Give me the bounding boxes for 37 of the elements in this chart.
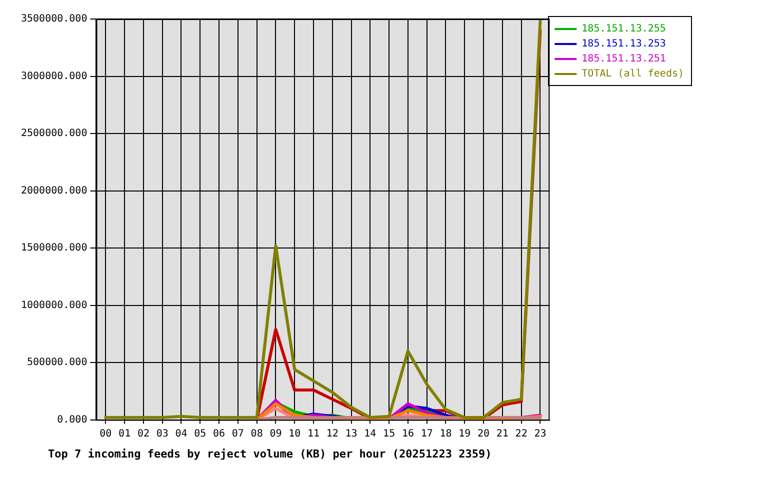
x-tick-label: 00: [100, 428, 112, 440]
x-tick-label: 20: [478, 428, 490, 440]
y-tick-label: 2000000.000: [20, 185, 88, 196]
y-tick-label: 1500000.000: [20, 242, 88, 254]
x-tick-label: 17: [420, 428, 433, 440]
x-tick-label: 22: [515, 428, 528, 440]
x-tick-label: 13: [345, 428, 358, 440]
x-tick-label: 08: [250, 428, 263, 440]
x-tick-label: 15: [383, 428, 396, 440]
y-tick-label: 3000000.000: [20, 70, 88, 82]
legend-label: TOTAL (all feeds): [582, 68, 684, 80]
y-tick-label: 3500000.000: [20, 14, 88, 25]
x-tick-label: 19: [458, 428, 471, 440]
x-tick-label: 12: [326, 428, 338, 440]
x-tick-label: 01: [118, 428, 131, 440]
legend-label: 185.151.13.255: [582, 24, 666, 35]
x-tick-label: 11: [307, 428, 320, 440]
y-tick-label: 500000.000: [27, 357, 88, 368]
x-tick-label: 07: [232, 428, 244, 440]
legend-label: 185.151.13.251: [582, 54, 666, 65]
x-tick-label: 03: [156, 428, 168, 440]
x-tick-label: 21: [496, 428, 508, 440]
x-tick-label: 05: [194, 428, 206, 440]
y-tick-label: 1000000.000: [20, 300, 88, 311]
x-tick-label: 23: [534, 428, 546, 440]
text: Top 7 incoming feeds by reject volume (KB) per hour (20251223 2359): [48, 447, 492, 460]
y-tick-label: 0.000: [57, 414, 88, 426]
x-tick-label: 16: [402, 428, 414, 440]
x-tick-label: 06: [213, 428, 226, 440]
x-tick-label: 14: [364, 428, 376, 440]
x-tick-label: 04: [175, 428, 188, 440]
x-tick-label: 10: [288, 428, 301, 440]
x-tick-label: 09: [270, 428, 282, 440]
x-tick-label: 18: [440, 428, 452, 440]
x-tick-label: 02: [137, 428, 150, 440]
y-tick-label: 2500000.000: [20, 128, 88, 140]
legend-label: 185.151.13.253: [582, 38, 666, 50]
